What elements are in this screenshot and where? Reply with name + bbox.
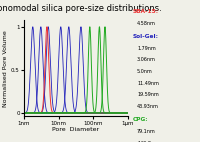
- Text: CPG:: CPG:: [133, 117, 149, 122]
- Text: Sol-Gel:: Sol-Gel:: [133, 34, 159, 39]
- Text: 149.8nm: 149.8nm: [137, 141, 159, 142]
- Y-axis label: Normalised Pore Volume: Normalised Pore Volume: [3, 30, 8, 106]
- X-axis label: Pore  Diameter: Pore Diameter: [52, 127, 100, 132]
- Text: 79.1nm: 79.1nm: [137, 129, 156, 134]
- Text: 4.58nm: 4.58nm: [137, 21, 156, 26]
- Text: 43.93nm: 43.93nm: [137, 104, 159, 109]
- Text: 11.49nm: 11.49nm: [137, 81, 159, 86]
- Text: 19.59nm: 19.59nm: [137, 92, 159, 97]
- Text: 5.0nm: 5.0nm: [137, 69, 153, 74]
- Text: 3.06nm: 3.06nm: [137, 57, 156, 62]
- Text: SBA-15:: SBA-15:: [133, 9, 159, 13]
- Text: 1.79nm: 1.79nm: [137, 46, 156, 51]
- Text: Monomodal silica pore-size distributions.: Monomodal silica pore-size distributions…: [0, 4, 162, 13]
